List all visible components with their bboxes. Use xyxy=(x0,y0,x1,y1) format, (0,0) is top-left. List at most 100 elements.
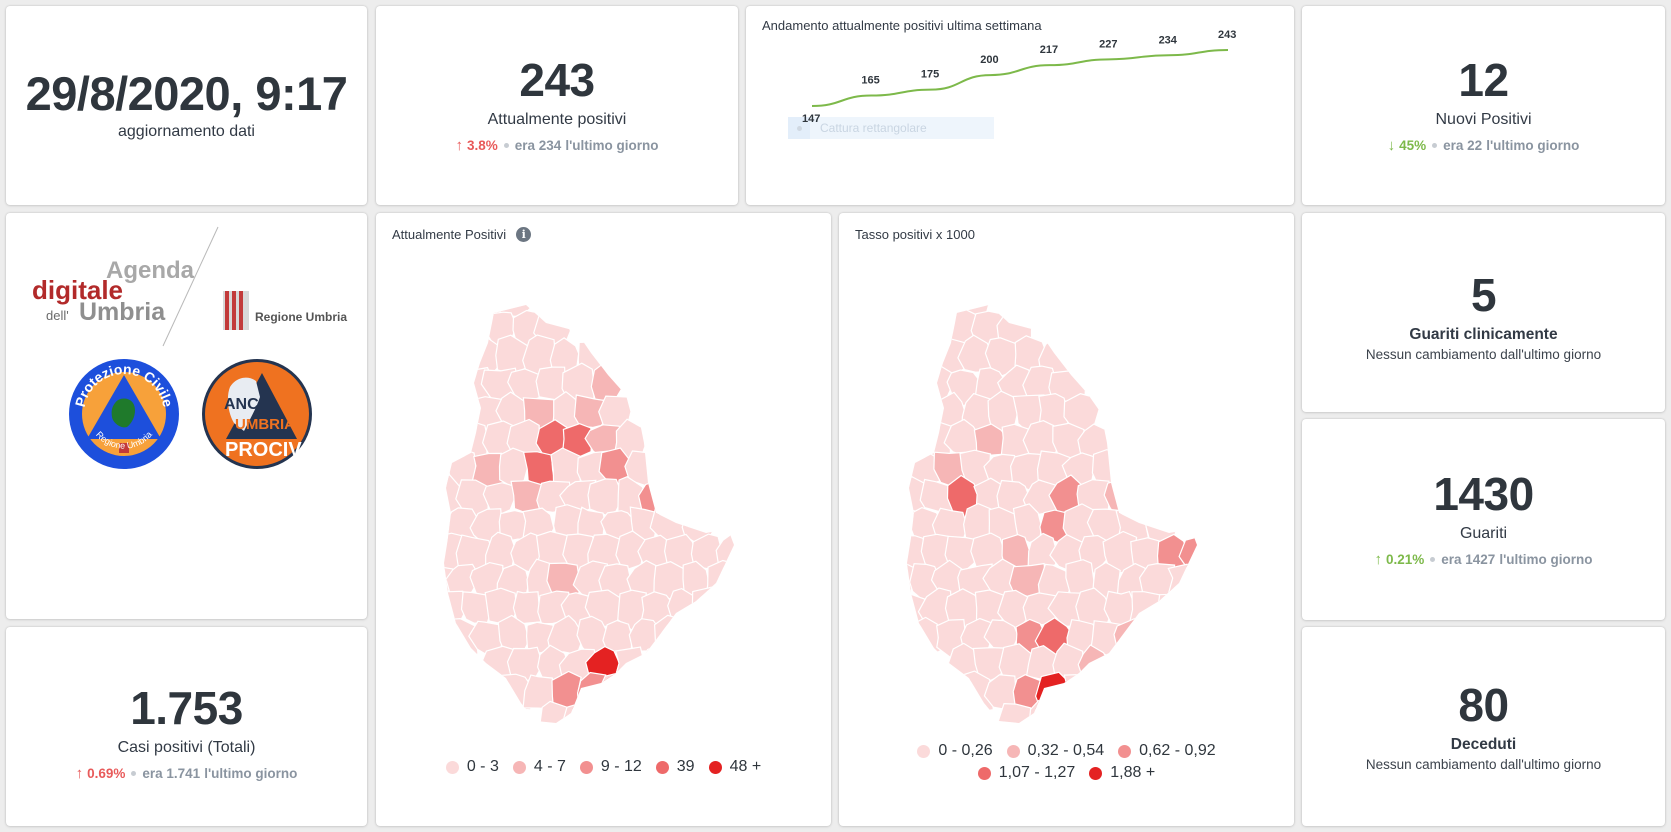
attualmente-positivi-value: 243 xyxy=(519,54,595,106)
trend-percent: 0.21% xyxy=(1385,552,1425,567)
legend-dot-icon xyxy=(579,760,593,774)
legend-dot-icon xyxy=(655,760,669,774)
separator-dot xyxy=(131,771,137,776)
municipality-area[interactable] xyxy=(636,645,675,687)
umbria-map-positivi[interactable] xyxy=(376,283,831,763)
data-label-7: 243 xyxy=(1218,29,1236,41)
data-label-3: 200 xyxy=(980,54,998,66)
data-label-2: 175 xyxy=(921,69,939,81)
municipality-area[interactable] xyxy=(417,502,451,544)
map-tasso-legend-item[interactable]: 1,88 + xyxy=(1089,764,1155,782)
data-label-5: 227 xyxy=(1099,38,1117,50)
protezione-civile-logo-icon: Protezione Civile Regione Umbria xyxy=(69,359,179,469)
municipality-area[interactable] xyxy=(613,646,647,685)
municipality-area[interactable] xyxy=(563,702,597,738)
municipality-area[interactable] xyxy=(653,614,688,656)
deceduti-card: 80 Deceduti Nessun cambiamento dall'ulti… xyxy=(1302,627,1665,826)
previous-value: era 22 xyxy=(1443,138,1483,153)
separator-dot xyxy=(503,143,509,148)
legend-label: 0,62 - 0,92 xyxy=(1139,742,1216,759)
municipality-area[interactable] xyxy=(885,449,914,491)
municipality-area[interactable] xyxy=(561,423,593,460)
municipality-area[interactable] xyxy=(1167,563,1203,604)
map-positivi-legend-item[interactable]: 9 - 12 xyxy=(579,758,642,776)
previous-value: era 1.741 xyxy=(142,766,201,781)
nuovi-positivi-value: 12 xyxy=(1458,54,1509,106)
casi-totali-value: 1.753 xyxy=(130,682,243,734)
trend-percent: 3.8% xyxy=(466,138,498,153)
municipality-area[interactable] xyxy=(1063,673,1097,712)
attualmente-positivi-label: Attualmente positivi xyxy=(487,111,627,128)
map-tasso-legend-item[interactable]: 1,07 - 1,27 xyxy=(977,764,1076,782)
anci-umbria-prociv-logo-icon: ANCI UMBRIA PROCIV xyxy=(202,359,312,469)
attualmente-positivi-trend: ↑ 3.8% era 234 l'ultimo giorno xyxy=(455,137,658,154)
map-positivi-card: Attualmente Positivi i 0 - 3 4 - 7 9 - 12 3… xyxy=(376,213,831,826)
casi-totali-label: Casi positivi (Totali) xyxy=(117,739,256,756)
municipality-area[interactable] xyxy=(1027,532,1058,573)
municipality-area[interactable] xyxy=(705,559,739,600)
map-positivi-legend-item[interactable]: 39 xyxy=(655,758,695,776)
umbria-map-tasso[interactable] xyxy=(839,283,1294,763)
info-icon[interactable]: i xyxy=(516,227,532,242)
municipality-area[interactable] xyxy=(886,507,917,544)
map-tasso-legend-item[interactable]: 0 - 0,26 xyxy=(917,742,993,760)
map-tasso-legend-item[interactable]: 0,62 - 0,92 xyxy=(1118,742,1216,760)
municipality-area[interactable] xyxy=(590,363,623,401)
data-label-0: 147 xyxy=(802,113,820,125)
trend-chart-title: Andamento attualmente positivi ultima se… xyxy=(762,18,1042,33)
municipality-area[interactable] xyxy=(418,450,452,490)
municipality-area[interactable] xyxy=(1154,590,1192,627)
update-label: aggiornamento dati xyxy=(118,123,255,140)
map-tasso-legend-item[interactable]: 0,32 - 0,54 xyxy=(1006,742,1104,760)
municipality-area[interactable] xyxy=(1128,591,1163,627)
map-tasso-card: Tasso positivi x 1000 0 - 0,26 0,32 - 0,5… xyxy=(839,213,1294,826)
trend-percent: 0.69% xyxy=(87,766,126,781)
map-positivi-legend-item[interactable]: 0 - 3 xyxy=(445,758,499,776)
period-label: l'ultimo giorno xyxy=(204,766,298,781)
map-tasso-title: Tasso positivi x 1000 xyxy=(855,227,975,242)
legend-label: 48 + xyxy=(729,758,762,775)
municipality-area[interactable] xyxy=(923,310,956,344)
nuovi-positivi-card: 12 Nuovi Positivi ↓ 45% era 22 l'ultimo … xyxy=(1302,6,1665,205)
data-label-1: 165 xyxy=(861,75,879,87)
agenda-logo-line3a: dell' xyxy=(46,308,69,323)
legend-label: 1,88 + xyxy=(1110,764,1156,781)
legend-dot-icon xyxy=(708,760,722,774)
municipality-area[interactable] xyxy=(597,671,633,715)
trend-series-line xyxy=(811,49,1229,107)
period-label: l'ultimo giorno xyxy=(1499,552,1593,567)
legend-dot-icon xyxy=(1089,766,1103,780)
guariti-clinicamente-value: 5 xyxy=(1470,268,1497,321)
municipality-area[interactable] xyxy=(458,308,490,352)
trend-chart-card: Andamento attualmente positivi ultima se… xyxy=(746,6,1294,205)
municipality-area[interactable] xyxy=(1034,671,1070,708)
guariti-value: 1430 xyxy=(1433,468,1534,520)
municipality-area[interactable] xyxy=(912,616,941,656)
municipality-area[interactable] xyxy=(691,586,728,627)
guariti-card: 1430 Guariti ↑ 0.21% era 1427 l'ultimo g… xyxy=(1302,419,1665,620)
period-label: l'ultimo giorno xyxy=(1486,138,1580,153)
agenda-logo-line3b: Umbria xyxy=(79,298,166,326)
regione-umbria-text: Regione Umbria xyxy=(255,310,347,324)
map-positivi-legend-item[interactable]: 48 + xyxy=(708,758,762,776)
update-datetime: 29/8/2020, 9:17 xyxy=(25,67,348,120)
legend-label: 39 xyxy=(676,758,695,775)
map-positivi-legend-item[interactable]: 4 - 7 xyxy=(512,758,566,776)
trend-line-chart: 147 165 175 200 217 227 234 243 xyxy=(802,29,1236,125)
arrow-down-icon: ↓ xyxy=(1387,137,1396,154)
legend-label: 0 - 3 xyxy=(466,758,499,775)
municipality-area[interactable] xyxy=(996,702,1033,740)
map-tasso-legend: 0 - 0,26 0,32 - 0,54 0,62 - 0,92 1,07 - 1,2… xyxy=(839,742,1294,782)
municipality-area[interactable] xyxy=(538,700,572,739)
logos-card: Agenda digitale dell' Umbria Regione Umb… xyxy=(6,213,367,619)
legend-dot-icon xyxy=(917,744,931,758)
legend-dot-icon xyxy=(977,766,991,780)
municipality-area[interactable] xyxy=(482,482,517,515)
legend-label: 0 - 0,26 xyxy=(938,742,993,759)
arrow-up-icon: ↑ xyxy=(1374,551,1382,568)
municipality-area[interactable] xyxy=(1027,699,1061,741)
nuovi-positivi-trend: ↓ 45% era 22 l'ultimo giorno xyxy=(1388,137,1580,154)
legend-label: 1,07 - 1,27 xyxy=(998,764,1076,781)
capture-overlay[interactable]: Cattura rettangolare xyxy=(788,117,994,139)
nuovi-positivi-label: Nuovi Positivi xyxy=(1435,111,1532,128)
